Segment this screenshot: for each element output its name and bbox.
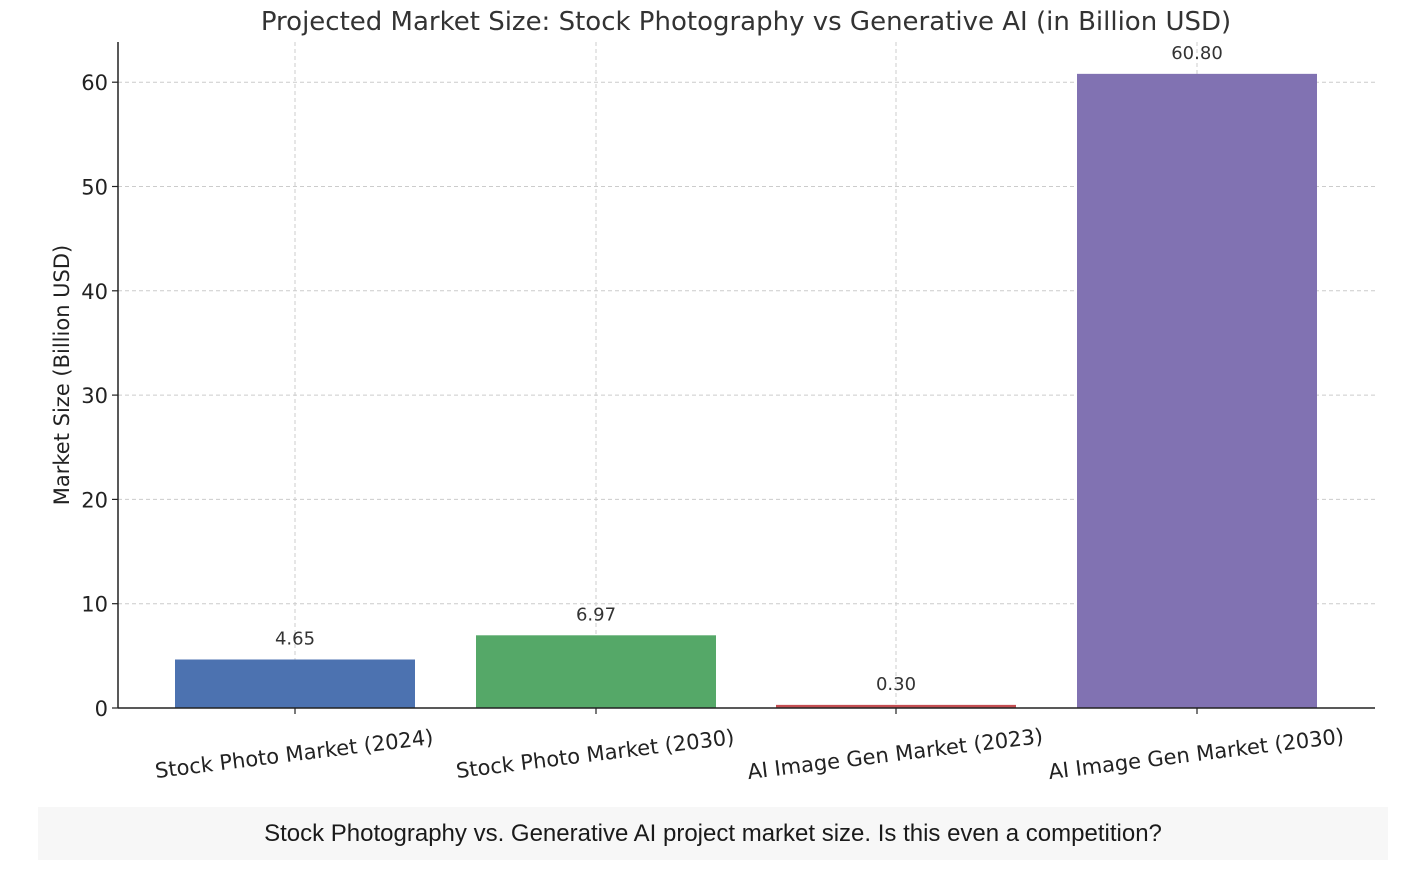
- y-tick-label-30: 30: [81, 384, 108, 408]
- data-labels: 4.65 6.97 0.30 60.80: [275, 43, 1223, 695]
- y-tick-label-20: 20: [81, 488, 108, 512]
- y-tick-label-10: 10: [81, 593, 108, 617]
- bar-value-label-4: 60.80: [1171, 43, 1223, 64]
- y-tick-label-0: 0: [95, 697, 108, 721]
- bar-value-label-1: 4.65: [275, 629, 315, 650]
- bar-2: [476, 635, 716, 708]
- bar-value-label-3: 0.30: [876, 674, 916, 695]
- x-tick-label-3: AI Image Gen Market (2023): [746, 724, 1044, 784]
- axes: [117, 42, 1375, 709]
- bar-value-label-2: 6.97: [576, 604, 616, 625]
- bar-3: [776, 704, 1016, 708]
- bar-4: [1077, 73, 1317, 708]
- caption-bar: Stock Photography vs. Generative AI proj…: [38, 807, 1388, 860]
- bar-1: [175, 659, 415, 708]
- x-tick-label-4: AI Image Gen Market (2030): [1047, 724, 1345, 784]
- x-tick-label-2: Stock Photo Market (2030): [455, 725, 736, 783]
- y-axis-label: Market Size (Billion USD): [50, 245, 74, 505]
- x-tick-label-1: Stock Photo Market (2024): [154, 725, 435, 783]
- y-tick-label-50: 50: [81, 176, 108, 200]
- y-tick-label-40: 40: [81, 280, 108, 304]
- y-tick-label-60: 60: [81, 71, 108, 95]
- caption-text: Stock Photography vs. Generative AI proj…: [264, 819, 1162, 847]
- chart-title: Projected Market Size: Stock Photography…: [261, 7, 1231, 37]
- bars: [175, 73, 1317, 708]
- bar-chart: 0 10 20 30 40 50 60 Stock Photo Market (2024) St…: [50, 7, 1375, 784]
